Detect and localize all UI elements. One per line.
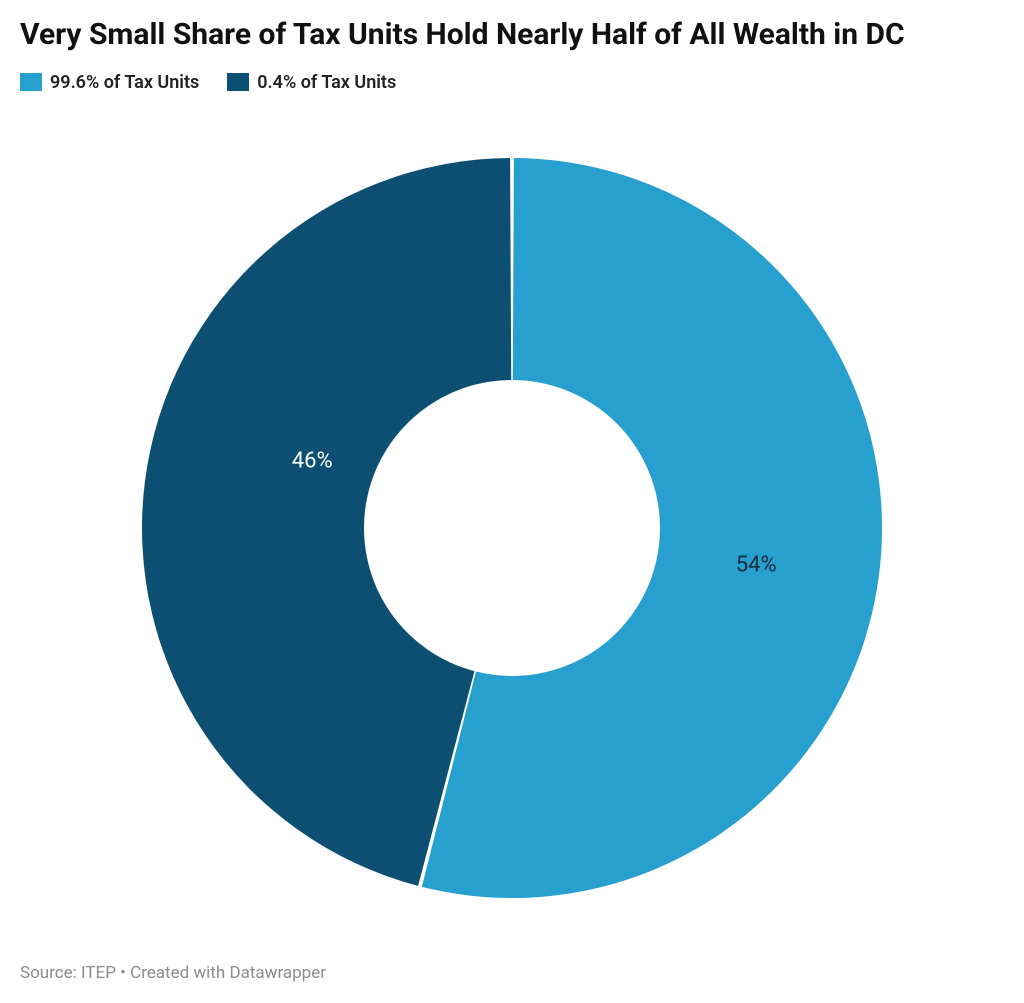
- legend-swatch: [20, 73, 42, 91]
- source-line: Source: ITEP • Created with Datawrapper: [20, 963, 1004, 983]
- chart-container: Very Small Share of Tax Units Hold Nearl…: [0, 0, 1024, 1003]
- legend: 99.6% of Tax Units 0.4% of Tax Units: [20, 72, 1004, 93]
- legend-item: 99.6% of Tax Units: [20, 72, 199, 93]
- legend-item: 0.4% of Tax Units: [227, 72, 396, 93]
- chart-title: Very Small Share of Tax Units Hold Nearl…: [20, 16, 1004, 54]
- slice-label: 54%: [736, 552, 777, 577]
- legend-label: 99.6% of Tax Units: [50, 72, 199, 93]
- donut-chart: 54% 46%: [142, 158, 882, 898]
- legend-swatch: [227, 73, 249, 91]
- slice-label: 46%: [292, 449, 333, 474]
- chart-area: 54% 46%: [20, 101, 1004, 956]
- donut-svg: [142, 158, 882, 898]
- legend-label: 0.4% of Tax Units: [257, 72, 396, 93]
